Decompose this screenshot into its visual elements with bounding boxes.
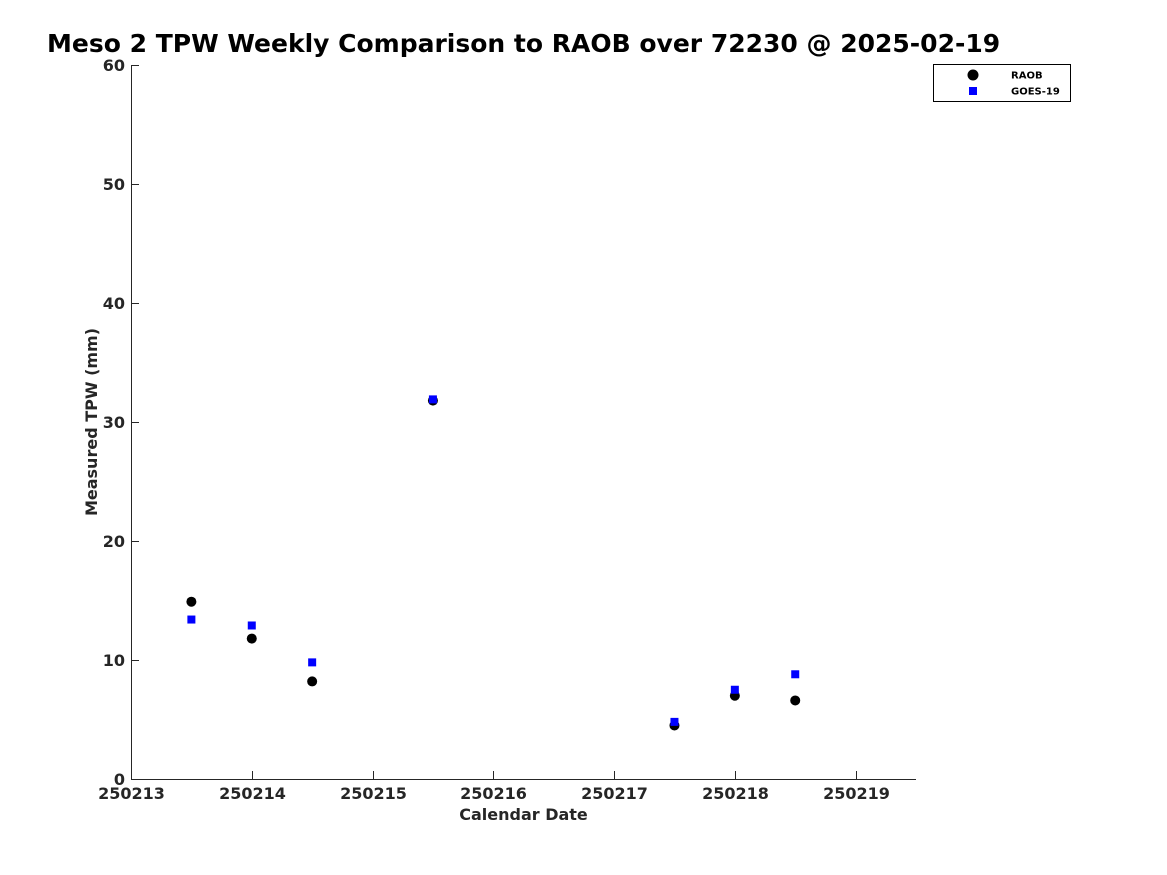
point-goes-19	[428, 395, 437, 404]
x-tick-label: 250214	[219, 784, 286, 803]
chart-title: Meso 2 TPW Weekly Comparison to RAOB ove…	[47, 29, 1000, 58]
legend-box	[933, 64, 1071, 102]
point-goes-19	[247, 621, 256, 630]
x-tick-label: 250215	[340, 784, 407, 803]
y-tick-label: 60	[103, 56, 125, 75]
x-tick-label: 250216	[460, 784, 527, 803]
point-goes-19	[730, 685, 739, 694]
legend-label-goes: GOES-19	[1011, 87, 1060, 98]
x-tick-label: 250218	[702, 784, 769, 803]
y-tick-label: 0	[114, 770, 125, 789]
x-tick-label: 250219	[823, 784, 890, 803]
legend-marker-goes	[969, 87, 977, 95]
legend-label-raob: RAOB	[1011, 71, 1043, 82]
point-goes-19	[308, 658, 317, 667]
y-ticks: 0 10 20 30 40 50 60	[103, 56, 139, 789]
data-points	[186, 395, 801, 731]
y-tick-label: 30	[103, 413, 125, 432]
point-raob	[246, 633, 257, 644]
legend-marker-raob	[967, 69, 979, 81]
y-tick-label: 10	[103, 651, 125, 670]
y-tick-label: 40	[103, 294, 125, 313]
point-raob	[307, 676, 318, 687]
point-raob	[186, 596, 197, 607]
x-tick-label: 250217	[581, 784, 648, 803]
y-tick-label: 20	[103, 532, 125, 551]
point-raob	[790, 695, 801, 706]
point-goes-19	[187, 615, 196, 624]
y-tick-label: 50	[103, 175, 125, 194]
y-axis-label: Measured TPW (mm)	[82, 328, 101, 516]
legend: RAOB GOES-19	[933, 64, 1071, 102]
x-axis-label: Calendar Date	[459, 805, 588, 824]
x-tick-label: 250213	[98, 784, 165, 803]
point-goes-19	[791, 670, 800, 679]
point-goes-19	[670, 717, 679, 726]
x-ticks: 250213 250214 250215 250216 250217 250218 2502…	[98, 771, 890, 803]
